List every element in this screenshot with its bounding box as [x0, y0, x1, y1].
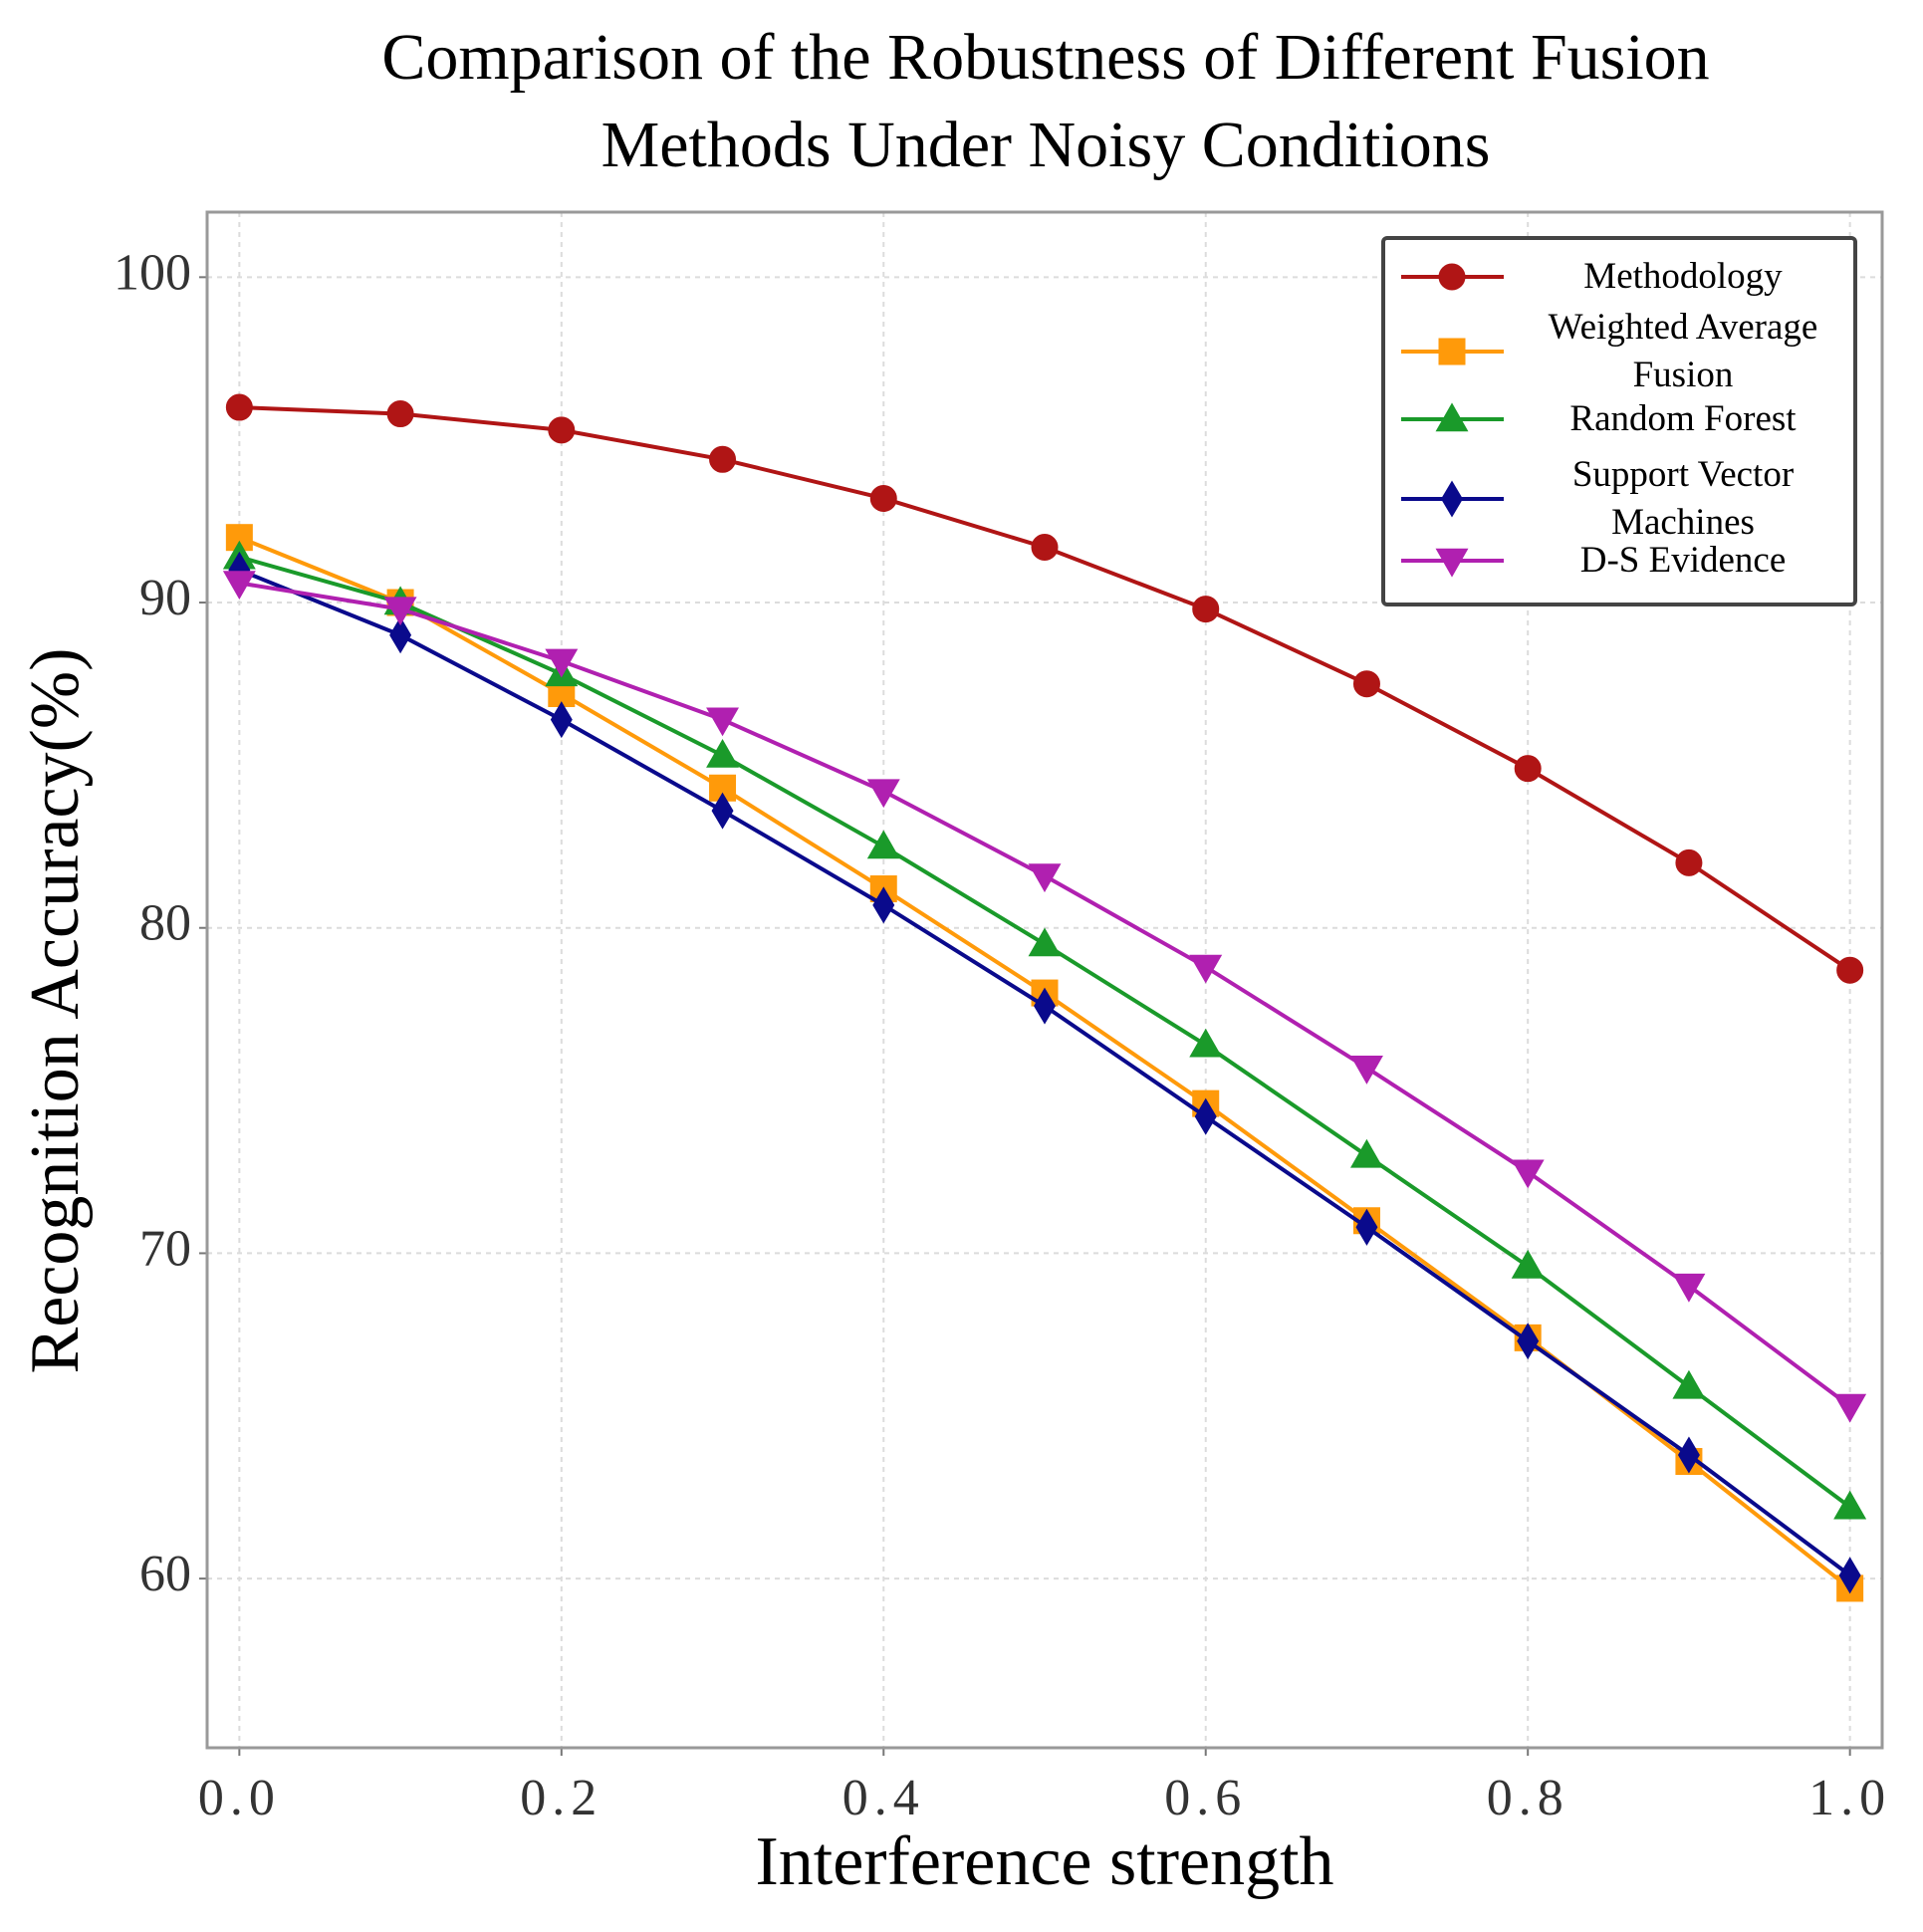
x-tick-label: 0.0 [198, 1770, 281, 1826]
series-line [238, 535, 1851, 1590]
point [866, 779, 900, 809]
plot-frame [205, 210, 1884, 1750]
legend-label: Support Vector Machines [1571, 454, 1795, 543]
point [545, 648, 579, 678]
point [1838, 1557, 1861, 1594]
x-tick-label: 0.2 [520, 1770, 602, 1826]
point [1349, 1056, 1383, 1085]
point [1672, 1369, 1706, 1399]
legend-marker [1438, 338, 1466, 365]
legend-box [1381, 236, 1857, 606]
point [1511, 1159, 1545, 1189]
series-line [238, 568, 1851, 1577]
point [1028, 927, 1062, 957]
legend-marker [1435, 548, 1469, 578]
point [1031, 533, 1059, 561]
point [1675, 848, 1703, 876]
point [1355, 1208, 1378, 1246]
point [1189, 1028, 1223, 1058]
legend-marker [1438, 263, 1466, 291]
y-axis-label: Recognition Accuracy(%) [17, 648, 94, 1374]
point [225, 393, 253, 421]
point [1189, 954, 1223, 984]
point [1833, 1393, 1867, 1423]
point [1034, 987, 1056, 1025]
point [1352, 670, 1380, 698]
legend-marker [1441, 480, 1463, 518]
point [1672, 1273, 1706, 1303]
legend-label: D-S Evidence [1579, 540, 1787, 581]
legend-label: Methodology [1583, 256, 1783, 297]
point [1028, 863, 1062, 893]
point [1511, 1249, 1545, 1279]
point [1517, 1323, 1540, 1360]
point [386, 400, 414, 428]
x-tick-label: 0.4 [842, 1770, 925, 1826]
chart-title: Comparison of the Robustness of Differen… [381, 21, 1710, 181]
series-line [238, 555, 1851, 1509]
point [866, 830, 900, 859]
point [706, 707, 740, 737]
y-tick-label: 90 [139, 570, 191, 626]
y-tick-label: 100 [114, 244, 191, 301]
point [389, 616, 412, 654]
point [1349, 1138, 1383, 1168]
y-tick-label: 60 [139, 1546, 191, 1602]
y-tick-label: 80 [139, 895, 191, 952]
point [1677, 1436, 1700, 1474]
point [1192, 596, 1220, 623]
point [1194, 1097, 1217, 1135]
point [1836, 956, 1864, 984]
legend-label: Random Forest [1569, 398, 1797, 439]
x-tick-label: 0.6 [1164, 1770, 1247, 1826]
legend-label: Weighted Average Fusion [1548, 307, 1818, 395]
point [225, 524, 253, 552]
legend-marker [1435, 402, 1469, 432]
point [711, 792, 734, 830]
point [706, 738, 740, 768]
x-tick-label: 1.0 [1808, 1770, 1891, 1826]
point [550, 701, 573, 739]
y-tick-label: 70 [139, 1220, 191, 1277]
x-axis-label: Interference strength [755, 1823, 1333, 1900]
point [1833, 1490, 1867, 1520]
point [548, 416, 576, 444]
point [1514, 755, 1542, 783]
point [709, 445, 737, 473]
point [872, 886, 895, 924]
point [383, 597, 417, 626]
point [869, 484, 897, 512]
x-tick-label: 0.8 [1487, 1770, 1569, 1826]
point [222, 571, 256, 601]
